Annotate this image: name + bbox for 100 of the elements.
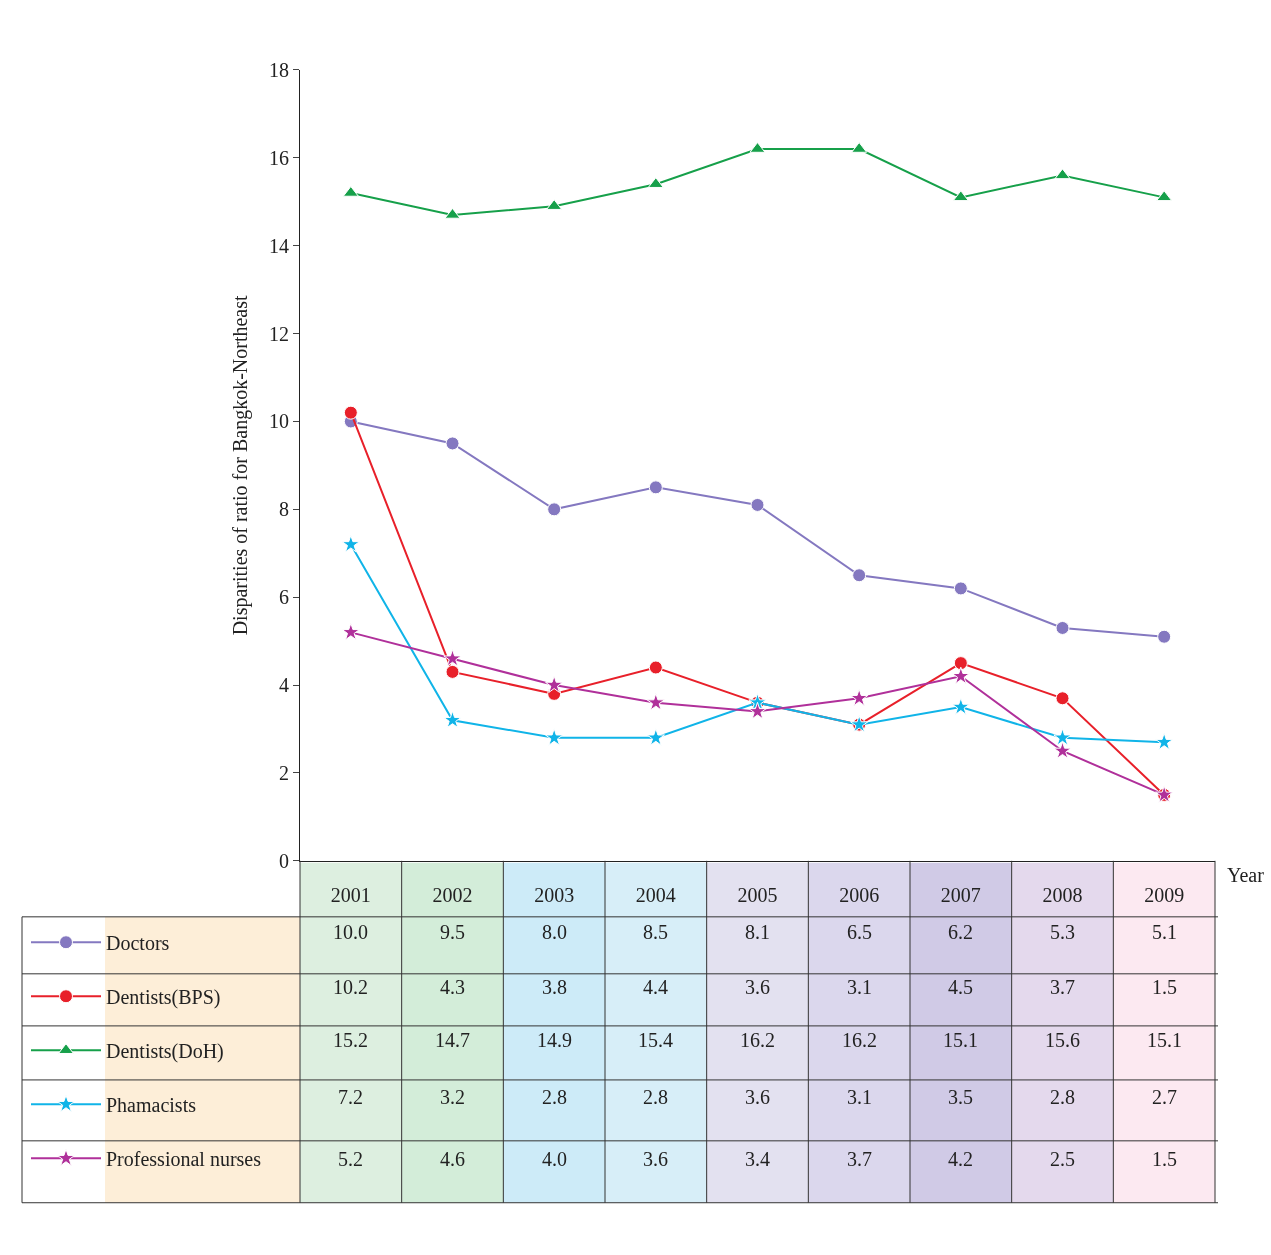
x-tick-label: 2004 — [635, 883, 676, 906]
y-tick-label: 6 — [279, 586, 289, 609]
data-label: 15.6 — [1045, 1029, 1080, 1051]
x-tick-label: 2002 — [432, 883, 473, 906]
data-label: 3.7 — [847, 1148, 872, 1170]
point — [444, 207, 461, 219]
point — [951, 697, 970, 715]
x-tick-label: 2008 — [1042, 883, 1083, 906]
data-label: 8.1 — [745, 921, 770, 943]
legend-label: Phamacists — [106, 1094, 197, 1117]
point — [342, 185, 359, 197]
data-label: 5.2 — [338, 1148, 363, 1170]
point — [545, 675, 564, 693]
data-label: 6.2 — [948, 921, 973, 943]
data-label: 4.4 — [643, 976, 668, 998]
data-label: 4.2 — [948, 1148, 973, 1170]
data-label: 3.6 — [643, 1148, 668, 1170]
data-label: 2.7 — [1152, 1086, 1177, 1108]
legend-label: Professional nurses — [106, 1148, 262, 1171]
point — [750, 497, 765, 512]
y-tick-label: 8 — [279, 498, 289, 521]
point — [1054, 168, 1071, 180]
point — [648, 660, 663, 675]
point — [445, 664, 460, 679]
data-label: 2.8 — [542, 1086, 567, 1108]
y-tick-label: 14 — [269, 234, 289, 257]
legend-label: Doctors — [106, 932, 170, 955]
data-label: 3.7 — [1050, 976, 1075, 998]
y-tick-label: 0 — [279, 849, 289, 872]
point — [648, 480, 663, 495]
data-label: 14.9 — [537, 1029, 572, 1051]
y-tick-label: 12 — [269, 322, 289, 345]
data-label: 5.3 — [1050, 921, 1075, 943]
point — [952, 190, 969, 202]
x-tick-label: 2007 — [940, 883, 981, 906]
point — [850, 688, 869, 707]
data-label: 16.2 — [740, 1029, 775, 1051]
data-label: 8.0 — [542, 921, 567, 943]
y-tick-label: 10 — [269, 410, 289, 433]
data-label: 3.1 — [847, 1086, 872, 1108]
point — [953, 656, 968, 671]
point — [443, 649, 462, 667]
data-label: 15.2 — [333, 1029, 368, 1051]
point — [1155, 732, 1174, 751]
point — [748, 701, 767, 720]
x-tick-label: 2006 — [839, 883, 880, 906]
data-label: 6.5 — [847, 921, 872, 943]
point — [343, 405, 358, 420]
y-tick-label: 2 — [279, 761, 289, 784]
x-tick-label: 2005 — [737, 883, 778, 906]
data-label: 1.5 — [1152, 1148, 1177, 1170]
point — [1156, 190, 1173, 202]
data-label: 2.8 — [1050, 1086, 1075, 1108]
x-tick-label: 2003 — [534, 883, 575, 906]
point — [1055, 691, 1070, 706]
point — [547, 502, 562, 517]
x-axis-title: Year — [1227, 864, 1265, 886]
point — [341, 534, 360, 553]
data-label: 8.5 — [643, 921, 668, 943]
data-label: 7.2 — [338, 1086, 363, 1108]
data-label: 2.8 — [643, 1086, 668, 1108]
y-axis-title: Disparities of ratio for Bangkok-Northeast — [229, 295, 253, 636]
data-label: 4.3 — [440, 976, 465, 998]
data-label: 10.0 — [333, 921, 368, 943]
data-label: 3.8 — [542, 976, 567, 998]
point — [1053, 728, 1072, 746]
point — [545, 728, 564, 746]
data-label: 14.7 — [435, 1029, 470, 1051]
point — [1053, 741, 1072, 759]
point — [1157, 629, 1172, 644]
data-label: 5.1 — [1152, 921, 1177, 943]
y-tick-label: 18 — [269, 58, 289, 81]
legend-label: Dentists(DoH) — [106, 1040, 224, 1064]
data-label: 4.5 — [948, 976, 973, 998]
point — [953, 581, 968, 596]
point — [445, 436, 460, 451]
data-label: 9.5 — [440, 921, 465, 943]
legend-label: Dentists(BPS) — [106, 986, 221, 1010]
data-label: 3.6 — [745, 1086, 770, 1108]
data-label: 3.4 — [745, 1148, 770, 1170]
y-tick-label: 4 — [279, 674, 289, 697]
point — [443, 710, 462, 729]
data-label: 3.6 — [745, 976, 770, 998]
data-label: 10.2 — [333, 976, 368, 998]
data-label: 2.5 — [1050, 1148, 1075, 1170]
data-label: 3.5 — [948, 1086, 973, 1108]
point — [852, 568, 867, 583]
data-label: 4.0 — [542, 1148, 567, 1170]
data-label: 16.2 — [842, 1029, 877, 1051]
point — [1055, 620, 1070, 635]
data-label: 1.5 — [1152, 976, 1177, 998]
point — [646, 693, 665, 711]
data-label: 15.4 — [638, 1029, 673, 1051]
data-label: 3.1 — [847, 976, 872, 998]
x-tick-label: 2001 — [330, 883, 371, 906]
data-label: 3.2 — [440, 1086, 465, 1108]
data-label: 4.6 — [440, 1148, 465, 1170]
data-label: 15.1 — [943, 1029, 978, 1051]
x-tick-label: 2009 — [1144, 883, 1185, 906]
y-tick-label: 16 — [269, 146, 289, 169]
